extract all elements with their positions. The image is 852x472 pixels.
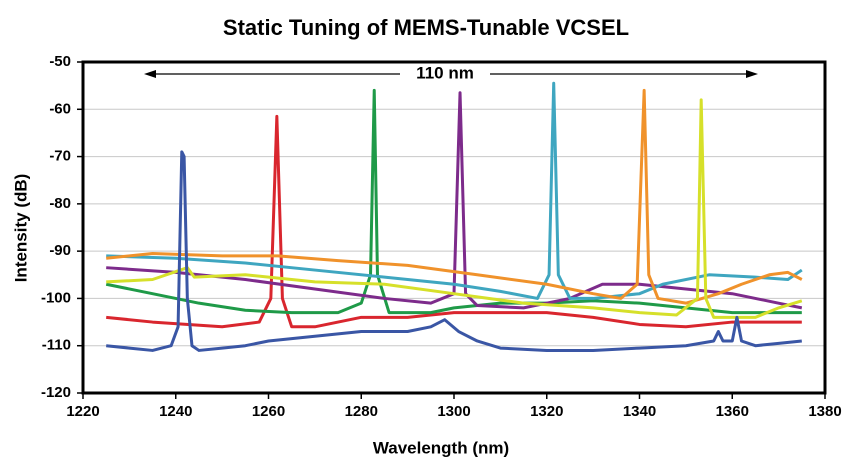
series-line <box>106 114 802 329</box>
y-tick-label: -120 <box>41 384 71 401</box>
y-tick-label: -70 <box>49 148 71 165</box>
arrow-head <box>746 70 758 78</box>
x-tick-label: 1280 <box>345 403 378 420</box>
annotation: 110 nm <box>416 63 474 82</box>
x-tick-label: 1320 <box>530 403 563 420</box>
series-line <box>106 81 803 300</box>
x-tick-label: 1340 <box>623 403 656 420</box>
series-line <box>106 91 803 310</box>
plot-frame <box>81 60 827 395</box>
x-tick-label: 1300 <box>437 403 470 420</box>
y-tick-label: -80 <box>49 195 71 212</box>
series-line <box>106 150 802 352</box>
series-line <box>106 98 803 319</box>
y-tick-label: -110 <box>42 337 71 354</box>
chart-title: Static Tuning of MEMS-Tunable VCSEL <box>223 15 629 40</box>
y-tick-label: -50 <box>49 53 71 70</box>
x-tick-label: 1260 <box>252 403 285 420</box>
y-tick-label: -100 <box>41 289 71 306</box>
x-tick-label: 1380 <box>808 403 841 420</box>
series-line <box>106 88 803 305</box>
x-axis-title: Wavelength (nm) <box>373 438 509 457</box>
y-tick-label: -60 <box>49 100 71 117</box>
arrow-head <box>144 70 156 78</box>
y-axis-title: Intensity (dB) <box>11 174 30 283</box>
x-tick-label: 1220 <box>66 403 99 420</box>
x-tick-label: 1360 <box>716 403 749 420</box>
y-tick-label: -90 <box>49 242 71 259</box>
series-line <box>105 88 802 315</box>
x-tick-label: 1240 <box>159 403 192 420</box>
